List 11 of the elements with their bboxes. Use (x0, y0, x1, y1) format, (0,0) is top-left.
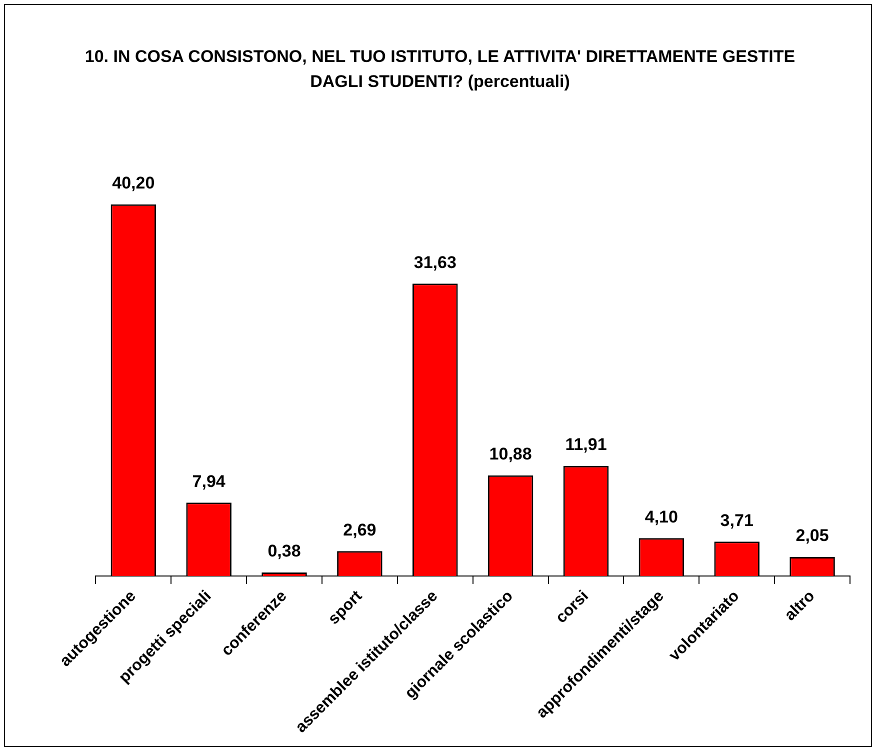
data-label: 2,69 (343, 520, 376, 540)
data-label: 31,63 (414, 252, 456, 272)
data-label: 3,71 (720, 510, 754, 530)
data-label: 4,10 (644, 507, 678, 526)
data-label: 40,20 (112, 174, 155, 193)
data-label: 0,38 (268, 542, 301, 561)
data-label: 7,94 (192, 472, 226, 491)
data-label: 11,91 (565, 435, 607, 454)
chart-title: 10. IN COSA CONSISTONO, NEL TUO ISTITUTO, LE ATTIVITA' DIRETTAMENTE GESTITE DAGLI STUDENTI? (percentuali) (84, 46, 796, 93)
data-label: 2,05 (796, 526, 829, 546)
data-label: 10,88 (489, 444, 532, 464)
